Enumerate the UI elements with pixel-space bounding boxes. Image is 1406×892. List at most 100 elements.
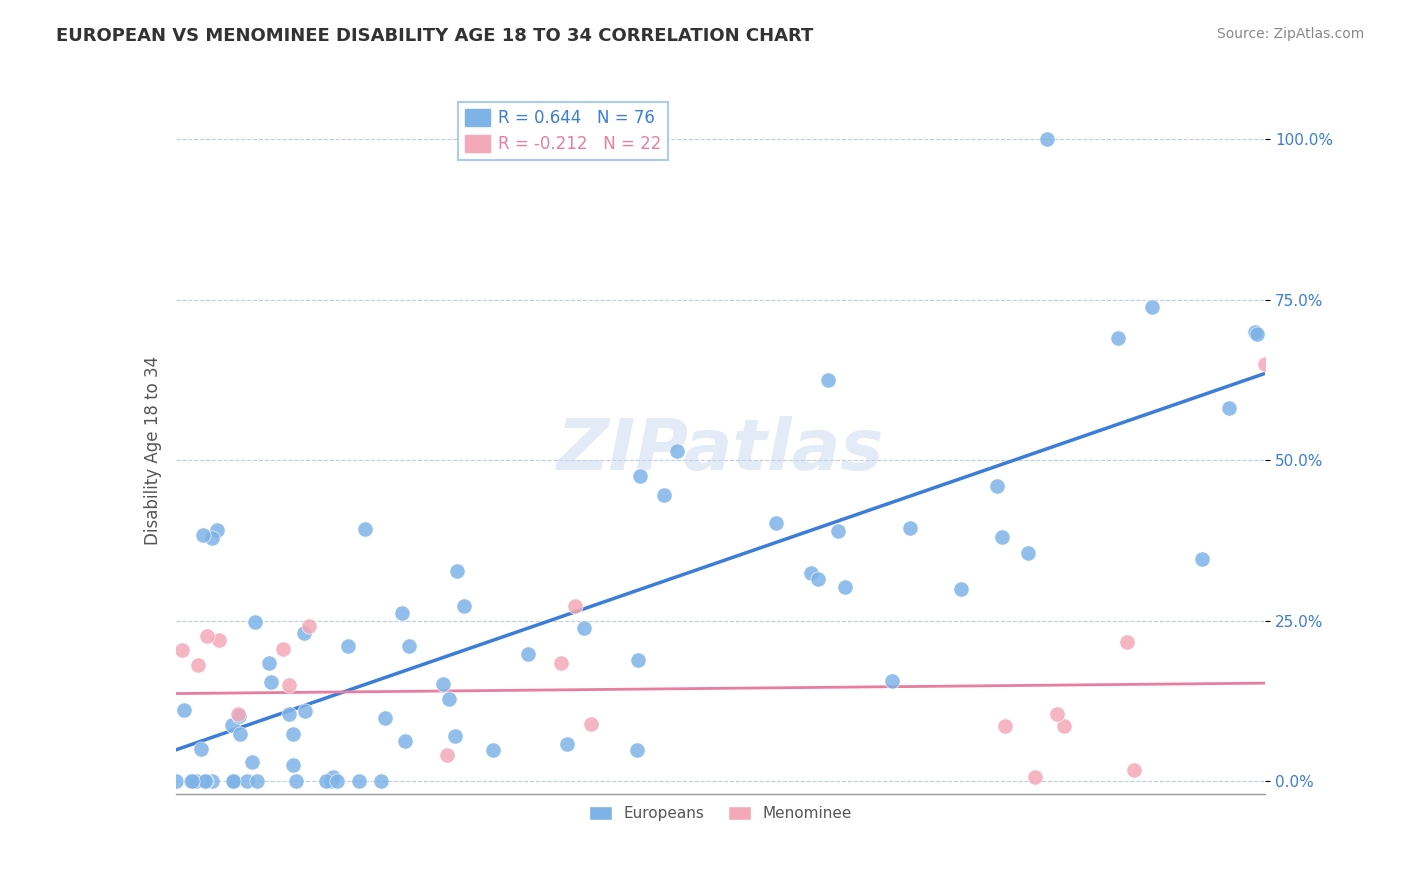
Point (1024, 770, 1046, 784)
Point (950, 582, 973, 597)
Point (439, 692, 461, 706)
Point (228, 708, 250, 723)
Point (827, 524, 849, 538)
Point (481, 132, 503, 146)
Point (482, 743, 505, 757)
Point (194, 774, 217, 789)
Point (1122, 763, 1144, 777)
Point (283, 727, 305, 741)
Point (628, 469, 651, 483)
Point (190, 742, 212, 756)
Point (652, 488, 675, 502)
Point (1218, 401, 1240, 415)
Point (1046, 706, 1069, 721)
Point (1246, 326, 1268, 341)
Point (627, 653, 650, 667)
Point (281, 757, 304, 772)
Point (201, 774, 224, 789)
Point (222, 774, 245, 789)
Point (991, 530, 1014, 544)
Point (1036, 132, 1059, 146)
Point (240, 756, 263, 770)
Point (298, 619, 321, 633)
Point (1208, 799, 1230, 814)
Point (370, 774, 392, 789)
Point (201, 531, 224, 545)
Point (834, 580, 856, 594)
Point (170, 643, 193, 657)
Point (665, 444, 688, 458)
Point (292, 626, 315, 640)
Point (319, 774, 342, 789)
Point (224, 774, 246, 789)
Point (1053, 719, 1076, 733)
Point (446, 564, 468, 578)
Point (347, 774, 370, 789)
Point (817, 373, 839, 387)
Point (1017, 545, 1039, 559)
Point (246, 774, 269, 789)
Point (898, 521, 921, 535)
Point (322, 770, 344, 784)
Point (180, 774, 202, 789)
Point (806, 572, 828, 586)
Y-axis label: Disability Age 18 to 34: Disability Age 18 to 34 (143, 356, 162, 545)
Point (325, 774, 347, 789)
Point (353, 522, 375, 536)
Point (229, 727, 252, 741)
Text: EUROPEAN VS MENOMINEE DISABILITY AGE 18 TO 34 CORRELATION CHART: EUROPEAN VS MENOMINEE DISABILITY AGE 18 … (56, 27, 814, 45)
Text: ZIPatlas: ZIPatlas (557, 416, 884, 485)
Point (173, 703, 195, 717)
Point (800, 566, 823, 581)
Point (336, 639, 359, 653)
Point (243, 615, 266, 630)
Point (180, 774, 202, 789)
Point (516, 647, 538, 661)
Point (260, 674, 283, 689)
Point (1140, 300, 1163, 314)
Point (180, 774, 202, 789)
Point (391, 606, 413, 620)
Point (186, 658, 209, 673)
Point (249, 806, 271, 821)
Point (277, 678, 299, 692)
Point (986, 479, 1008, 493)
Point (626, 743, 648, 757)
Point (550, 657, 572, 671)
Point (564, 599, 586, 613)
Point (555, 737, 578, 751)
Point (315, 774, 337, 789)
Point (1107, 331, 1129, 345)
Point (208, 632, 231, 647)
Point (235, 774, 257, 789)
Point (374, 711, 396, 725)
Point (195, 774, 218, 789)
Point (294, 704, 316, 718)
Legend: Europeans, Menominee: Europeans, Menominee (582, 800, 859, 828)
Text: Source: ZipAtlas.com: Source: ZipAtlas.com (1216, 27, 1364, 41)
Point (277, 707, 299, 722)
Point (432, 676, 454, 690)
Point (444, 729, 467, 743)
Point (361, 806, 384, 821)
Point (398, 639, 420, 653)
Point (882, 673, 904, 688)
Point (994, 719, 1017, 733)
Point (197, 629, 219, 643)
Point (257, 656, 280, 670)
Point (285, 774, 308, 789)
Point (436, 747, 458, 762)
Point (207, 523, 229, 537)
Point (572, 622, 595, 636)
Point (191, 528, 214, 542)
Point (165, 774, 187, 789)
Point (453, 599, 475, 614)
Point (1254, 357, 1277, 371)
Point (581, 717, 603, 731)
Point (765, 516, 787, 531)
Point (394, 733, 416, 747)
Point (184, 774, 207, 789)
Point (1115, 635, 1137, 649)
Point (1191, 552, 1213, 566)
Point (1243, 325, 1265, 339)
